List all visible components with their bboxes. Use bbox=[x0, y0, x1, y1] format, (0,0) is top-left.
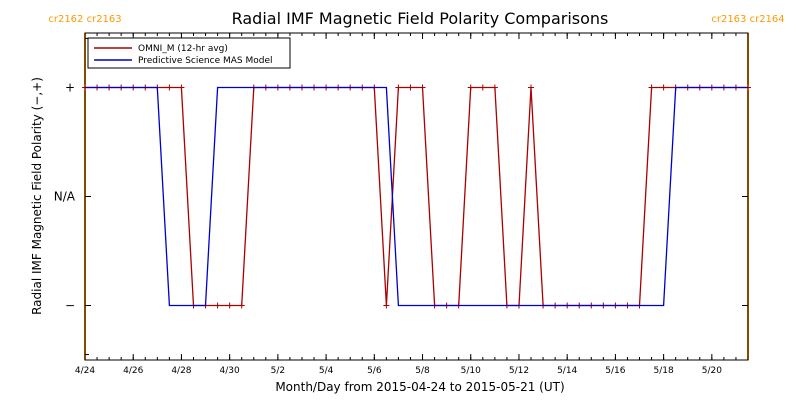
x-tick-label-5: 5/4 bbox=[319, 366, 334, 376]
series-0-point-32 bbox=[467, 84, 474, 91]
legend-label-mas: Predictive Science MAS Model bbox=[138, 56, 273, 66]
x-tick-label-9: 5/12 bbox=[509, 366, 529, 376]
series-0-point-37 bbox=[528, 84, 535, 91]
x-tick-label-10: 5/14 bbox=[557, 366, 577, 376]
series-0-point-12 bbox=[226, 302, 233, 309]
x-tick-label-2: 4/28 bbox=[171, 366, 191, 376]
x-axis-label: Month/Day from 2015-04-24 to 2015-05-21 … bbox=[275, 380, 564, 394]
series-0-point-11 bbox=[214, 302, 221, 309]
y-axis-label: Radial IMF Magnetic Field Polarity (−,+) bbox=[30, 77, 44, 315]
x-tick-label-1: 4/26 bbox=[123, 366, 143, 376]
series-0-point-33 bbox=[479, 84, 486, 91]
chart-title: Radial IMF Magnetic Field Polarity Compa… bbox=[232, 9, 609, 28]
series-0-point-26 bbox=[395, 84, 402, 91]
legend-label-omni: OMNI_M (12-hr avg) bbox=[138, 44, 228, 54]
series-0-point-13 bbox=[238, 302, 245, 309]
x-tick-label-12: 5/18 bbox=[654, 366, 674, 376]
series-line-1 bbox=[85, 86, 748, 307]
y-tick-label-1: N/A bbox=[54, 190, 76, 204]
series-line-0 bbox=[85, 86, 748, 307]
series-layer bbox=[82, 84, 751, 309]
x-tick-label-0: 4/24 bbox=[75, 366, 95, 376]
x-tick-label-13: 5/20 bbox=[702, 366, 722, 376]
series-0-point-25 bbox=[383, 302, 390, 309]
series-0-point-7 bbox=[166, 84, 173, 91]
legend-box bbox=[87, 37, 291, 69]
cr-marker-label-1: cr2163 cr2164 bbox=[711, 14, 784, 25]
x-axis: 4/24 4/26 4/28 4/30 5/2 5/4 5/6 5/8 5/10 5/12 5/14… bbox=[75, 33, 749, 376]
series-0-point-8 bbox=[178, 84, 185, 91]
series-0-point-27 bbox=[407, 84, 414, 91]
y-tick-label-0: + bbox=[65, 81, 75, 95]
series-0-point-28 bbox=[419, 84, 426, 91]
x-tick-label-6: 5/6 bbox=[367, 366, 382, 376]
legend: OMNI_M (12-hr avg) Predictive Science MA… bbox=[87, 37, 291, 69]
y-tick-label-2: − bbox=[65, 299, 75, 313]
series-0-point-34 bbox=[491, 84, 498, 91]
x-tick-label-7: 5/8 bbox=[415, 366, 430, 376]
y-axis: + N/A − bbox=[54, 37, 748, 356]
series-0-point-47 bbox=[648, 84, 655, 91]
x-tick-label-11: 5/16 bbox=[605, 366, 625, 376]
x-tick-label-4: 5/2 bbox=[271, 366, 285, 376]
cr-marker-label-0: cr2162 cr2163 bbox=[48, 14, 121, 25]
x-tick-label-8: 5/10 bbox=[461, 366, 481, 376]
plot-frame bbox=[84, 32, 749, 361]
series-0-point-48 bbox=[660, 84, 667, 91]
x-tick-label-3: 4/30 bbox=[220, 366, 240, 376]
